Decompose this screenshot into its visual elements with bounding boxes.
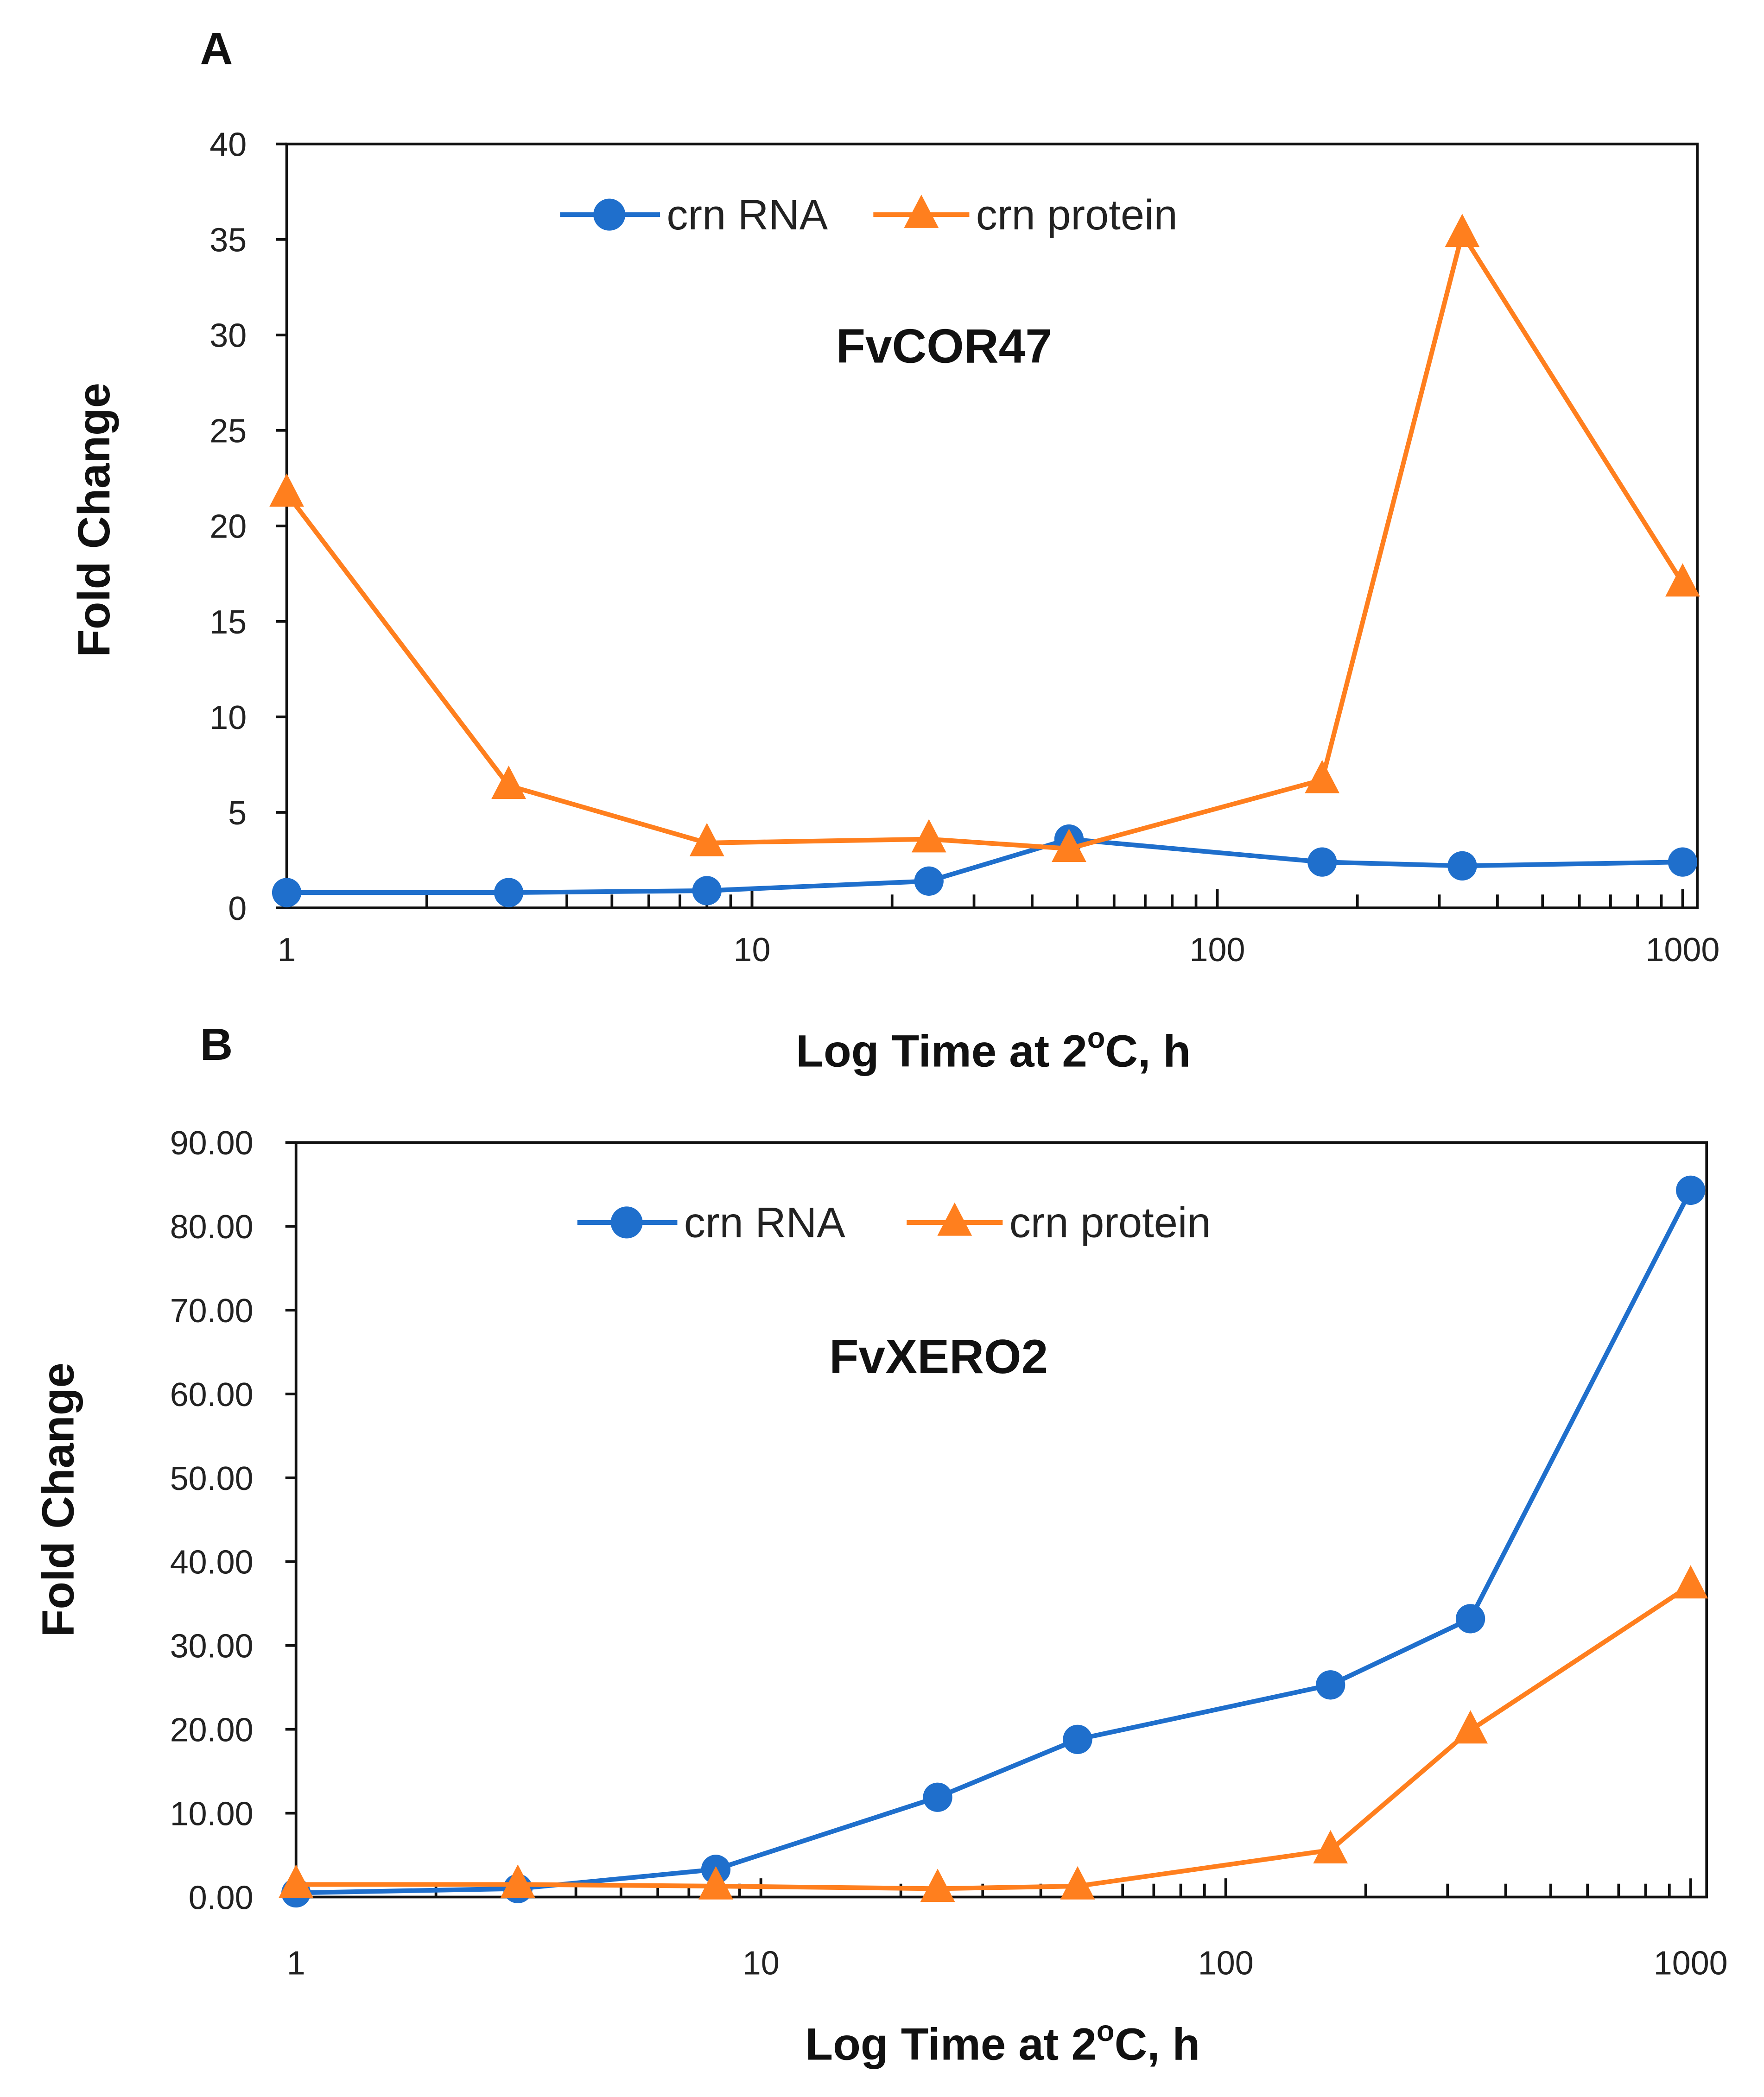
y-tick-label: 35 (209, 222, 247, 259)
plot-area (294, 1141, 1708, 1899)
x-axis-label-part: C, h (1115, 2018, 1200, 2069)
data-point-triangle (911, 819, 946, 853)
chart-panel-b: B 0.00 10.00 20.00 30.00 40.00 50.00 60.00 70.00… (32, 1019, 1727, 2070)
data-point-circle (1668, 847, 1698, 877)
data-point-triangle (269, 473, 304, 507)
data-point-circle (272, 878, 302, 907)
data-point-circle (692, 876, 722, 906)
legend-marker-triangle (904, 194, 939, 228)
x-axis-label-part: Log Time at 2 (796, 1025, 1087, 1076)
legend: crn RNA crn protein (577, 1199, 1211, 1247)
y-tick-label: 70.00 (170, 1292, 254, 1330)
y-tick-label: 20.00 (170, 1712, 254, 1749)
data-point-circle (914, 866, 944, 896)
series-crn-protein (269, 214, 1700, 862)
x-axis-label-part: Log Time at 2 (805, 2018, 1097, 2069)
legend-label-crn-protein: crn protein (976, 191, 1178, 239)
data-point-triangle (1665, 563, 1700, 597)
x-tick-label: 1000 (1645, 931, 1720, 969)
x-axis-label: Log Time at 2oC, h (796, 1022, 1191, 1076)
data-point-triangle (1060, 1866, 1095, 1900)
x-tick-label: 100 (1189, 931, 1245, 969)
data-point-triangle (1673, 1565, 1708, 1599)
data-point-circle (923, 1782, 952, 1812)
legend: crn RNA crn protein (560, 191, 1178, 239)
series-line (296, 1583, 1692, 1891)
data-point-triangle (500, 1864, 535, 1898)
series-line (285, 228, 1685, 851)
y-tick-label: 60.00 (170, 1376, 254, 1413)
legend-label-crn-protein: crn protein (1009, 1199, 1211, 1247)
y-tick-label: 30.00 (170, 1628, 254, 1665)
legend-marker-triangle (937, 1202, 972, 1236)
data-point-triangle (698, 1866, 733, 1900)
data-point-triangle (1052, 829, 1086, 862)
x-axis-label-superscript: o (1087, 1022, 1105, 1054)
data-point-circle (1447, 851, 1477, 881)
data-point-circle (494, 878, 524, 907)
y-tick-label: 40 (209, 127, 247, 164)
x-tick-label: 10 (742, 1945, 780, 1982)
x-tick-label: 1 (287, 1945, 305, 1982)
series-crn-protein (279, 1565, 1708, 1902)
x-axis-label: Log Time at 2oC, h (805, 2015, 1200, 2069)
data-point-triangle (1313, 1830, 1348, 1863)
y-tick-label: 25 (209, 413, 247, 450)
y-tick-label: 50.00 (170, 1460, 254, 1497)
panel-label: A (200, 23, 233, 74)
data-point-circle (1316, 1670, 1345, 1700)
x-axis-label-superscript: o (1097, 2015, 1115, 2047)
y-tick-label: 10.00 (170, 1795, 254, 1832)
data-point-triangle (279, 1864, 314, 1898)
legend-label-crn-rna: crn RNA (684, 1199, 845, 1247)
chart-title: FvXERO2 (829, 1330, 1048, 1383)
y-tick-label: 20 (209, 508, 247, 545)
data-point-circle (1063, 1724, 1092, 1755)
series-crn-rna (281, 1175, 1706, 1908)
series-line (286, 836, 1683, 895)
panel-label: B (200, 1019, 233, 1070)
chart-title: FvCOR47 (836, 319, 1052, 373)
x-tick-label: 10 (734, 931, 771, 969)
x-axis-label-part: C, h (1105, 1025, 1191, 1076)
y-tick-label: 0.00 (189, 1879, 254, 1916)
series-line (296, 1189, 1693, 1895)
chart-panel-a: A 0 5 10 15 20 25 30 35 40 1 10 100 1000 Log Time at 2… (68, 23, 1720, 1076)
x-tick-label: 1000 (1654, 1945, 1728, 1982)
data-point-circle (1676, 1175, 1706, 1205)
data-point-triangle (1445, 214, 1480, 247)
y-tick-label: 40.00 (170, 1544, 254, 1581)
legend-marker-circle (593, 198, 626, 231)
y-tick-label: 0 (228, 890, 247, 927)
y-tick-label: 10 (209, 699, 247, 736)
y-tick-label: 15 (209, 604, 247, 641)
legend-marker-circle (610, 1206, 643, 1239)
data-point-triangle (491, 766, 526, 799)
legend-label-crn-rna: crn RNA (666, 191, 828, 239)
data-point-triangle (689, 823, 724, 856)
y-axis-label: Fold Change (32, 1362, 83, 1637)
y-tick-label: 80.00 (170, 1209, 254, 1246)
y-axis-label: Fold Change (68, 383, 119, 657)
data-point-circle (1307, 847, 1337, 877)
x-tick-label: 100 (1198, 1945, 1254, 1982)
data-point-triangle (1305, 760, 1340, 793)
data-point-triangle (1453, 1710, 1488, 1744)
data-point-circle (1455, 1604, 1485, 1634)
data-point-triangle (920, 1869, 955, 1902)
y-tick-label: 90.00 (170, 1125, 254, 1162)
series-crn-rna (272, 824, 1698, 907)
y-tick-label: 30 (209, 317, 247, 355)
x-tick-label: 1 (278, 931, 296, 969)
y-tick-label: 5 (228, 795, 247, 832)
